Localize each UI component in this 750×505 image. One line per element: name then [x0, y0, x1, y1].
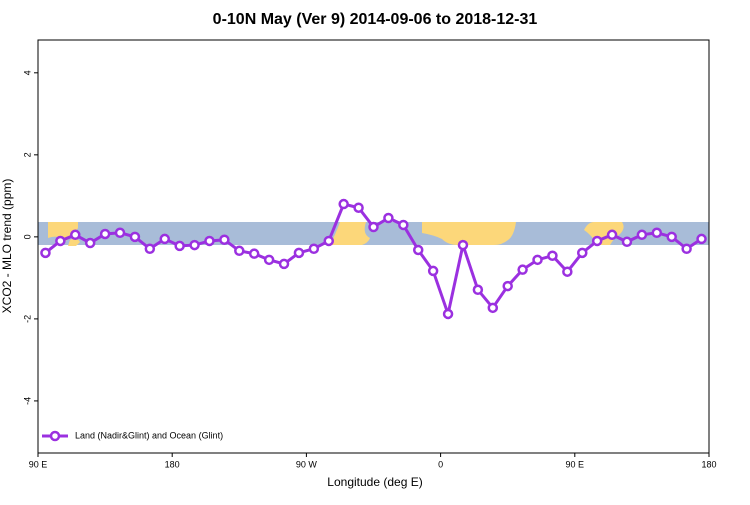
data-point: [621, 236, 633, 248]
data-point: [651, 227, 663, 239]
y-tick-label: 2: [22, 152, 32, 157]
data-point: [338, 198, 349, 210]
data-point: [547, 250, 558, 261]
data-point: [472, 284, 484, 296]
data-point: [412, 244, 424, 256]
data-point: [353, 202, 364, 213]
data-point: [577, 247, 588, 259]
x-axis-label: Longitude (deg E): [327, 475, 422, 489]
x-tick-label: 90 E: [566, 459, 585, 469]
y-tick-label: -4: [22, 397, 32, 405]
data-point: [591, 235, 603, 247]
data-point: [278, 258, 290, 270]
x-tick-label: 90 E: [29, 459, 48, 469]
data-point: [204, 235, 215, 247]
data-point: [129, 231, 141, 243]
series-line: [44, 202, 703, 320]
data-point: [517, 264, 528, 275]
data-point: [114, 227, 126, 239]
data-point: [308, 243, 320, 255]
data-point: [263, 254, 275, 266]
data-point: [55, 235, 66, 247]
data-point: [323, 235, 335, 247]
data-point: [219, 234, 230, 245]
x-tick-label: 180: [701, 459, 716, 469]
data-point: [174, 240, 185, 252]
data-point: [84, 237, 96, 249]
y-tick-label: 0: [22, 234, 32, 239]
data-point: [666, 231, 677, 243]
data-point: [696, 233, 707, 245]
data-point: [248, 248, 260, 259]
plot-frame: [37, 39, 710, 454]
data-point: [487, 302, 499, 314]
data-point: [398, 219, 409, 231]
data-point: [502, 280, 513, 292]
data-point: [159, 233, 170, 245]
x-tick-label: 90 W: [296, 459, 318, 469]
data-point: [681, 243, 692, 255]
data-point: [442, 308, 454, 320]
data-point: [383, 212, 394, 224]
data-point: [40, 247, 51, 259]
data-point: [189, 239, 200, 251]
y-tick-label: -2: [22, 315, 32, 323]
data-point: [293, 247, 305, 259]
data-point: [70, 229, 81, 241]
y-axis-label: XCO2 - MLO trend (ppm): [0, 179, 14, 314]
data-point: [234, 245, 245, 257]
legend-label: Land (Nadir&Glint) and Ocean (Glint): [75, 430, 223, 440]
data-point: [144, 243, 156, 255]
x-tick-label: 180: [165, 459, 180, 469]
data-point: [532, 254, 543, 266]
data-point: [368, 221, 379, 233]
x-tick-label: 0: [438, 459, 443, 469]
data-point: [562, 266, 573, 277]
data-point: [457, 239, 469, 251]
data-point: [606, 229, 618, 241]
y-tick-label: 4: [22, 70, 32, 75]
data-point: [99, 228, 111, 240]
chart-title: 0-10N May (Ver 9) 2014-09-06 to 2018-12-…: [213, 11, 538, 28]
data-point: [427, 265, 439, 277]
legend-marker: [49, 430, 61, 442]
data-point: [636, 229, 648, 241]
